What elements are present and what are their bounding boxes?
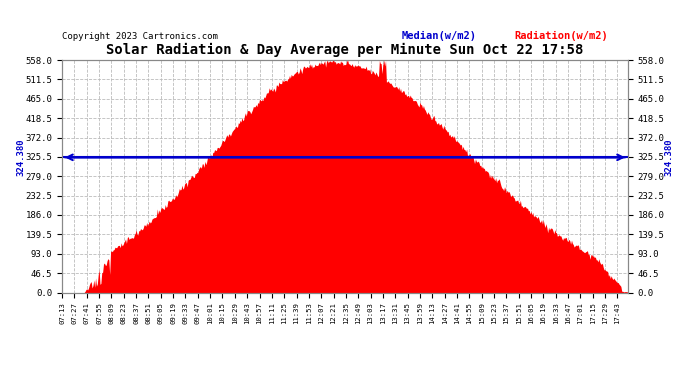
Text: Median(w/m2): Median(w/m2) — [402, 32, 477, 41]
Text: Radiation(w/m2): Radiation(w/m2) — [515, 32, 609, 41]
Title: Solar Radiation & Day Average per Minute Sun Oct 22 17:58: Solar Radiation & Day Average per Minute… — [106, 43, 584, 57]
Text: 324.380: 324.380 — [664, 138, 673, 176]
Text: Copyright 2023 Cartronics.com: Copyright 2023 Cartronics.com — [62, 32, 218, 41]
Text: 324.380: 324.380 — [17, 138, 26, 176]
